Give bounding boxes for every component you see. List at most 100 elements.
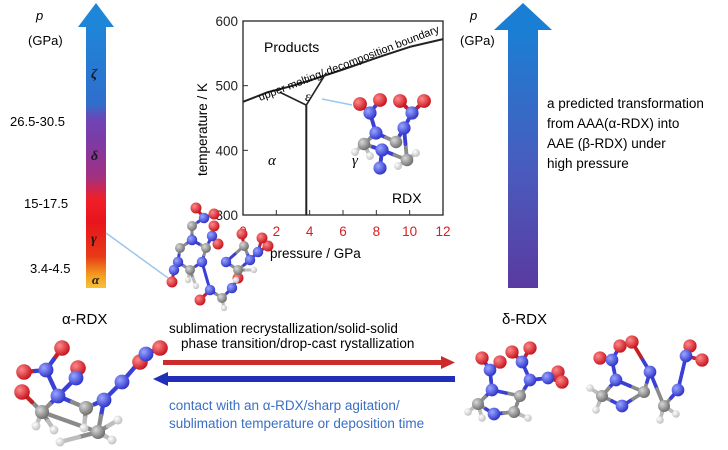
region-gamma: γ xyxy=(352,153,359,169)
carbon-atom xyxy=(233,265,243,275)
oxygen-atom xyxy=(166,276,178,288)
alpha-rdx-molecule xyxy=(14,340,168,447)
oxygen-atom xyxy=(555,375,569,389)
region-alpha: α xyxy=(268,153,277,169)
nitrogen-atom xyxy=(38,362,54,378)
carbon-atom xyxy=(78,400,94,416)
nitrogen-atom xyxy=(671,383,685,397)
oxygen-atom xyxy=(54,340,70,356)
carbon-atom xyxy=(201,243,211,253)
carbon-atom xyxy=(389,135,403,149)
region-products: Products xyxy=(264,39,319,55)
oxygen-atom xyxy=(625,335,639,349)
right-note-line-3: AAE (β-RDX) under xyxy=(547,136,666,151)
hydrogen-atom xyxy=(79,423,89,433)
oxygen-atom xyxy=(194,294,206,306)
forward-arrow-head xyxy=(441,356,455,369)
nitrogen-atom xyxy=(515,355,529,369)
tick-3-4: 3.4-4.5 xyxy=(30,261,70,276)
nitrogen-atom xyxy=(679,349,693,363)
delta-rdx-molecule-2 xyxy=(586,335,709,424)
oxygen-atom xyxy=(212,238,224,250)
delta-rdx-label: δ-RDX xyxy=(502,311,547,328)
carbon-atom xyxy=(217,293,227,303)
hydrogen-atom xyxy=(232,276,240,284)
alpha-epsilon-boundary xyxy=(279,91,307,106)
bottom-arrow-text-line-1: contact with an α-RDX/sharp agitation/ xyxy=(169,398,400,413)
hydrogen-atom xyxy=(49,425,59,435)
nitrogen-atom xyxy=(198,212,210,224)
delta-rdx-molecule-1 xyxy=(464,341,569,422)
nitrogen-atom xyxy=(397,121,411,135)
phase-boundaries xyxy=(242,38,444,215)
hydrogen-atom xyxy=(55,437,65,447)
hydrogen-atom xyxy=(394,162,402,170)
gamma-rdx-molecule-cluster xyxy=(166,202,274,312)
y-axis-ticks: 300 400 500 600 xyxy=(215,14,248,223)
nitrogen-atom xyxy=(487,407,501,421)
oxygen-atom xyxy=(493,355,507,369)
nitrogen-atom xyxy=(605,353,619,367)
carbon-atom xyxy=(657,399,671,413)
oxygen-atom xyxy=(683,339,697,353)
gamma-pointer-line xyxy=(105,232,169,279)
carbon-atom xyxy=(239,241,249,251)
hydrogen-atom xyxy=(586,384,594,392)
x-tick-label: 10 xyxy=(402,224,417,239)
nitrogen-atom xyxy=(226,282,238,294)
alpha-rdx-label: α-RDX xyxy=(62,311,107,328)
carbon-atom xyxy=(513,389,527,403)
nitrogen-atom xyxy=(204,284,216,296)
nitrogen-atom xyxy=(483,363,497,377)
y-tick-label: 400 xyxy=(215,143,238,158)
phase-delta: δ xyxy=(91,149,98,164)
carbon-atom xyxy=(90,424,106,440)
oxygen-atom xyxy=(417,94,431,108)
nitrogen-atom xyxy=(485,383,499,397)
nitrogen-atom xyxy=(196,256,208,268)
nitrogen-atom xyxy=(375,143,389,157)
carbon-atom xyxy=(34,404,50,420)
nitrogen-atom xyxy=(138,346,154,362)
hydrogen-atom xyxy=(31,421,41,431)
hydrogen-atom xyxy=(412,149,420,157)
x-tick-label: 12 xyxy=(435,224,450,239)
hydrogen-atom xyxy=(250,266,258,274)
forward-arrow xyxy=(163,356,455,369)
nitrogen-atom xyxy=(206,230,218,242)
carbon-atom xyxy=(357,137,371,151)
hydrogen-atom xyxy=(478,414,486,422)
top-arrow-text-line-2: phase transition/drop-cast rystallizatio… xyxy=(181,336,414,351)
hydrogen-atom xyxy=(184,276,192,284)
reverse-arrow-shaft xyxy=(168,376,455,382)
left-p-symbol: p xyxy=(35,8,43,23)
oxygen-atom xyxy=(262,240,274,252)
tick-15-17: 15-17.5 xyxy=(24,196,68,211)
nitrogen-atom xyxy=(172,256,184,268)
carbon-atom xyxy=(185,265,195,275)
nitrogen-atom xyxy=(373,161,387,175)
nitrogen-atom xyxy=(363,106,377,120)
upper-boundary-curve xyxy=(242,38,444,103)
reverse-arrow-head xyxy=(153,372,168,386)
nitrogen-atom xyxy=(252,246,264,258)
right-bar-body xyxy=(508,28,538,288)
reverse-arrow xyxy=(153,372,455,386)
hydrogen-atom xyxy=(351,148,359,156)
oxygen-atom xyxy=(393,94,407,108)
oxygen-atom xyxy=(613,339,627,353)
hydrogen-atom xyxy=(107,435,117,445)
phase-gamma: γ xyxy=(91,232,97,247)
hydrogen-atom xyxy=(592,406,600,414)
nitrogen-atom xyxy=(369,126,383,140)
top-arrow-text-line-1: sublimation recrystallization/solid-soli… xyxy=(169,321,398,336)
hydrogen-atom xyxy=(524,414,532,422)
y-axis-label: temperature / K xyxy=(195,83,210,176)
hydrogen-atom xyxy=(366,152,374,160)
oxygen-atom xyxy=(695,353,709,367)
oxygen-atom xyxy=(256,232,268,244)
oxygen-atom xyxy=(593,351,607,365)
hydrogen-atom xyxy=(656,416,664,424)
y-tick-label: 600 xyxy=(215,14,238,29)
